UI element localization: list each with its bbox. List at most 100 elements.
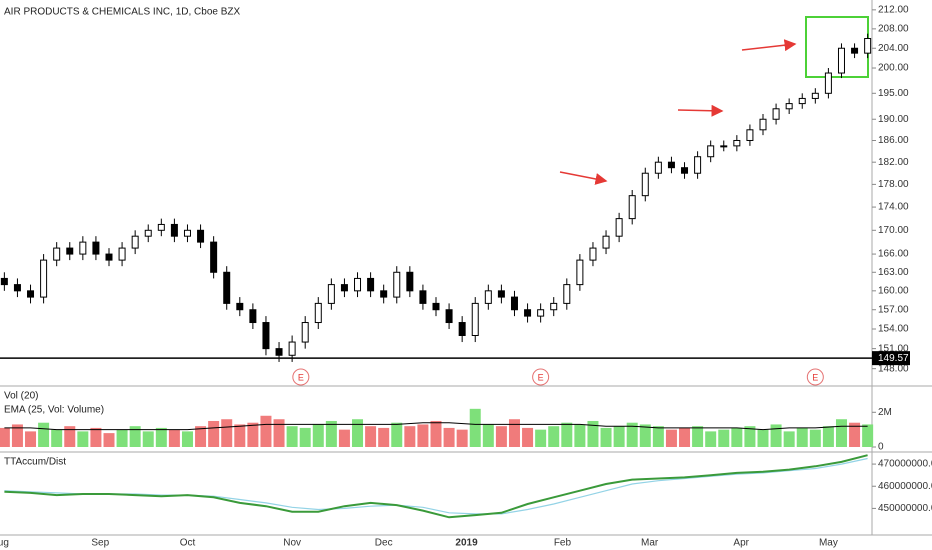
annotation-arrow <box>741 39 797 52</box>
volume-bar <box>692 426 704 447</box>
y-tick-label: 178.00 <box>878 179 909 190</box>
candle-body <box>301 322 309 343</box>
x-tick-label: May <box>819 538 838 549</box>
candle-body <box>118 247 126 261</box>
candle-body <box>262 322 270 350</box>
candle-body <box>733 139 741 147</box>
volume-bar <box>522 427 534 447</box>
price-label-box <box>872 351 910 366</box>
volume-bar <box>168 429 180 447</box>
y-tick-label: 208.00 <box>878 24 909 35</box>
candle-body <box>314 302 322 324</box>
x-tick-label: Apr <box>733 538 749 549</box>
volume-bar <box>430 420 442 447</box>
candle-body <box>628 195 636 220</box>
volume-bar <box>535 429 547 447</box>
y-tick-label: 160.00 <box>878 285 909 296</box>
candle-body <box>131 235 139 249</box>
candle-body <box>40 259 48 298</box>
candle-body <box>720 145 728 148</box>
candle-body <box>275 348 283 356</box>
y-tick-label: 174.00 <box>878 202 909 213</box>
volume-bar <box>822 426 834 447</box>
indicator-line <box>4 457 868 515</box>
x-tick-label: Nov <box>283 538 301 549</box>
candle-body <box>524 309 532 317</box>
volume-bar <box>679 427 691 447</box>
candle-body <box>667 161 675 169</box>
candle-body <box>641 172 649 197</box>
x-tick-label: Oct <box>180 538 196 549</box>
volume-bar <box>77 431 89 447</box>
candle-body <box>824 72 832 94</box>
volume-bar <box>116 429 128 447</box>
candle-body <box>589 247 597 261</box>
candle-body <box>445 309 453 324</box>
volume-bar <box>221 419 233 447</box>
candle-body <box>354 277 362 292</box>
candle-body <box>484 290 492 304</box>
volume-bar <box>208 420 220 447</box>
candle-body <box>327 284 335 304</box>
volume-bar <box>404 426 416 447</box>
y-tick-label: 166.00 <box>878 249 909 260</box>
candle-body <box>510 296 518 311</box>
volume-bar <box>11 424 23 447</box>
volume-bar <box>90 427 102 447</box>
candle-body <box>811 92 819 99</box>
candle-body <box>105 253 113 261</box>
candle-body <box>92 241 100 255</box>
earnings-label: E <box>812 372 818 382</box>
candle-body <box>851 47 859 54</box>
candle-body <box>27 290 35 298</box>
annotation-arrow <box>677 104 724 117</box>
y-tick-label: 148.00 <box>878 363 909 374</box>
candle-body <box>340 284 348 292</box>
x-tick-label: Mar <box>641 538 659 549</box>
volume-bar <box>51 429 63 447</box>
volume-bar <box>0 427 10 447</box>
candle-body <box>53 247 61 261</box>
earnings-marker <box>532 368 550 386</box>
candle-body <box>144 229 152 237</box>
volume-bar <box>247 422 259 447</box>
candle-body <box>694 156 702 174</box>
volume-bar <box>770 424 782 447</box>
volume-bar <box>705 431 717 447</box>
volume-bar <box>273 419 285 447</box>
x-tick-label: 2019 <box>455 538 478 549</box>
volume-bar <box>38 422 50 447</box>
volume-bar <box>391 422 403 447</box>
volume-bar <box>352 419 364 447</box>
volume-bar <box>561 422 573 447</box>
y-tick-label: 157.00 <box>878 304 909 315</box>
candle-body <box>288 341 296 356</box>
y-tick-label: 163.00 <box>878 267 909 278</box>
candle-body <box>602 235 610 249</box>
candle-body <box>681 167 689 174</box>
candle-body <box>66 247 74 255</box>
x-tick-label: Dec <box>375 538 393 549</box>
candle-body <box>458 322 466 336</box>
volume-bar <box>260 415 272 447</box>
volume-bar <box>862 424 874 447</box>
candle-body <box>406 271 414 292</box>
volume-bar <box>365 426 377 447</box>
volume-bar <box>64 426 76 447</box>
candle-body <box>367 277 375 292</box>
candle-body <box>0 277 8 286</box>
volume-bar <box>456 429 468 447</box>
volume-bar <box>548 426 560 447</box>
volume-bar <box>508 419 520 447</box>
volume-bar <box>744 426 756 447</box>
candle-body <box>223 271 231 304</box>
y-tick-label: 2M <box>878 407 892 418</box>
y-tick-label: 212.00 <box>878 4 909 15</box>
volume-bar <box>665 429 677 447</box>
y-tick-label: 200.00 <box>878 63 909 74</box>
panel-subtitle: EMA (25, Vol: Volume) <box>4 405 104 416</box>
candle-body <box>707 145 715 158</box>
x-tick-label: Feb <box>554 538 572 549</box>
y-tick-label: 186.00 <box>878 135 909 146</box>
volume-bar <box>482 424 494 447</box>
